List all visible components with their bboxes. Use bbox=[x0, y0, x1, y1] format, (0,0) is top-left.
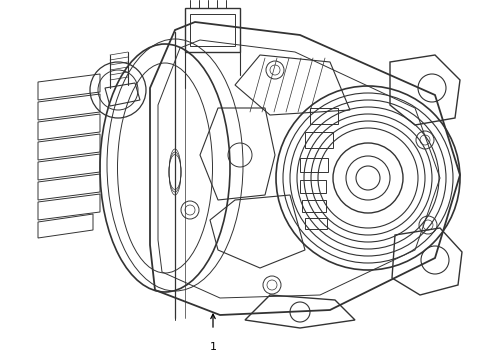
Text: 1: 1 bbox=[210, 342, 217, 352]
